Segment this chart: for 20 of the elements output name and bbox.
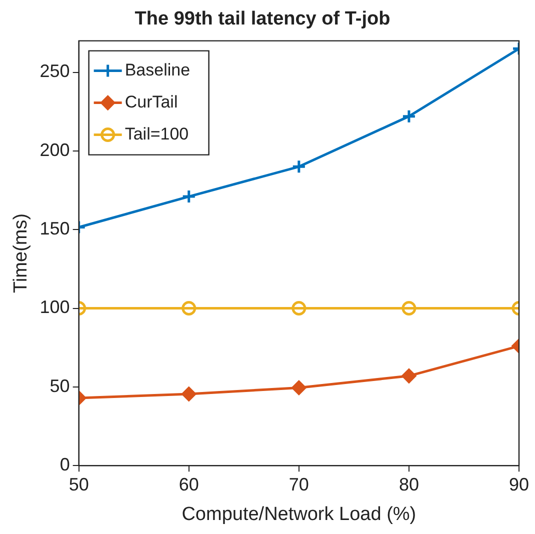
- x-tick-label: 50: [68, 474, 89, 494]
- point: [292, 301, 306, 316]
- point: [292, 380, 306, 395]
- y-tick-label: 150: [40, 218, 70, 239]
- point: [292, 159, 306, 174]
- y-tick-label: 0: [60, 454, 70, 475]
- x-tick-label: 60: [178, 474, 199, 494]
- chart-title: The 99th tail latency of T-job: [134, 8, 390, 30]
- legend-label: CurTail: [124, 92, 178, 112]
- legend-label: Baseline: [124, 60, 190, 80]
- y-tick-label: 100: [40, 297, 70, 318]
- x-axis-title: Compute/Network Load (%): [182, 504, 416, 525]
- legend-label: Tail=100: [124, 124, 189, 144]
- y-tick-label: 50: [50, 376, 70, 396]
- x-tick-label: 90: [508, 474, 530, 494]
- x-tick-label: 80: [398, 474, 419, 494]
- y-tick-label: 200: [40, 140, 70, 160]
- y-axis-title: Time(ms): [10, 213, 32, 293]
- y-tick-label: 250: [40, 61, 70, 82]
- x-tick-label: 70: [288, 474, 309, 494]
